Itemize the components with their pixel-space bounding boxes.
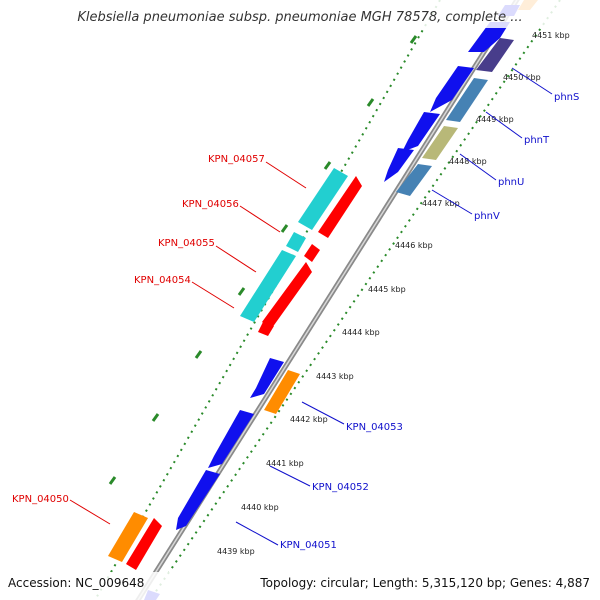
- gene-cyan-KPN04057: [298, 168, 348, 230]
- gene-blue-2: [430, 66, 474, 112]
- label-KPN04055: KPN_04055: [158, 238, 215, 249]
- tick-4448: 4448 kbp: [449, 157, 487, 166]
- gene-red-KPN04054: [262, 262, 312, 328]
- tick-4443: 4443 kbp: [316, 372, 354, 381]
- minor-ticks: [108, 35, 418, 485]
- kbp-tick-labels: 4451 kbp 4450 kbp 4449 kbp 4448 kbp 4447…: [217, 31, 570, 556]
- tick-4442: 4442 kbp: [290, 415, 328, 424]
- footer-backdrop: [0, 572, 600, 600]
- label-KPN04051: KPN_04051: [280, 540, 337, 551]
- gene-labels: phnS phnT phnU phnV KPN_04057 KPN_04056 …: [12, 92, 579, 551]
- gene-orange-KPN04053: [264, 370, 300, 414]
- label-phnS: phnS: [554, 92, 579, 103]
- gene-khaki-phnU: [422, 126, 458, 160]
- label-KPN04057: KPN_04057: [208, 154, 265, 165]
- tick-4441: 4441 kbp: [266, 459, 304, 468]
- gene-red-KPN04057: [318, 176, 362, 238]
- label-KPN04050: KPN_04050: [12, 494, 69, 505]
- label-phnU: phnU: [498, 177, 524, 188]
- tick-4439: 4439 kbp: [217, 547, 255, 556]
- gene-red-small: [258, 320, 274, 336]
- gene-orange-KPN04050: [108, 512, 148, 562]
- tick-4451: 4451 kbp: [532, 31, 570, 40]
- tick-4449: 4449 kbp: [476, 115, 514, 124]
- gene-blue-5: [250, 358, 284, 398]
- gene-red-KPN04050: [126, 518, 162, 570]
- gene-cyan-KPN04056: [286, 232, 306, 252]
- gene-slate-phnS: [476, 38, 514, 72]
- tick-4445: 4445 kbp: [368, 285, 406, 294]
- map-title: Klebsiella pneumoniae subsp. pneumoniae …: [77, 10, 522, 25]
- label-phnT: phnT: [524, 135, 550, 146]
- gene-blue-7: [176, 470, 220, 530]
- label-KPN04056: KPN_04056: [182, 199, 239, 210]
- gene-red-KPN04056: [304, 244, 320, 262]
- tick-4450: 4450 kbp: [503, 73, 541, 82]
- gene-blue-6: [208, 410, 254, 468]
- gene-blue-1: [468, 22, 510, 52]
- accession-text: Accession: NC_009648: [8, 576, 144, 590]
- label-leaders: [69, 67, 553, 546]
- gene-cyan-KPN04055: [240, 250, 296, 322]
- tick-4444: 4444 kbp: [342, 328, 380, 337]
- label-KPN04054: KPN_04054: [134, 275, 191, 286]
- gene-blue-4: [384, 148, 414, 182]
- label-KPN04052: KPN_04052: [312, 482, 369, 493]
- outer-tick-line: [149, 0, 561, 600]
- gene-blue-3: [402, 112, 440, 152]
- summary-text: Topology: circular; Length: 5,315,120 bp…: [259, 576, 590, 590]
- tick-4440: 4440 kbp: [241, 503, 279, 512]
- gene-block-middle: [240, 168, 362, 336]
- tick-4447: 4447 kbp: [422, 199, 460, 208]
- label-phnV: phnV: [474, 211, 500, 222]
- title-backdrop: [0, 0, 600, 28]
- gene-steel-phnV: [396, 164, 432, 196]
- gene-block-upper-right: [384, 0, 538, 196]
- gene-steel-phnT: [446, 78, 488, 122]
- label-KPN04053: KPN_04053: [346, 422, 403, 433]
- gene-block-lower: [108, 358, 300, 600]
- tick-4446: 4446 kbp: [395, 241, 433, 250]
